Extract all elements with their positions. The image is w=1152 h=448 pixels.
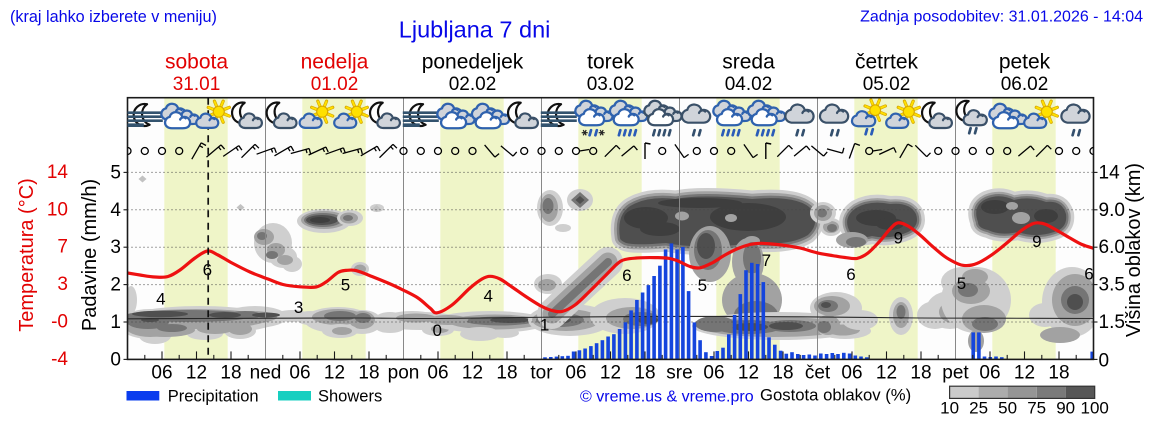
svg-text:-0: -0 — [51, 312, 68, 333]
svg-text:12: 12 — [462, 363, 483, 384]
svg-text:9: 9 — [1032, 232, 1041, 251]
svg-text:12: 12 — [1014, 363, 1035, 384]
svg-text:18: 18 — [496, 363, 517, 384]
svg-text:6: 6 — [622, 266, 631, 285]
svg-text:10: 10 — [47, 199, 68, 220]
svg-text:0: 0 — [432, 321, 441, 340]
svg-text:© vreme.us & vreme.pro: © vreme.us & vreme.pro — [580, 389, 754, 406]
svg-text:75: 75 — [1027, 399, 1046, 418]
svg-text:18: 18 — [772, 363, 793, 384]
svg-text:3: 3 — [57, 274, 68, 295]
svg-text:sreda: sreda — [722, 51, 775, 74]
svg-text:pet: pet — [942, 363, 969, 384]
svg-text:3: 3 — [110, 237, 121, 258]
svg-text:6.0: 6.0 — [1099, 237, 1125, 258]
svg-text:18: 18 — [910, 363, 931, 384]
svg-text:Zadnja posodobitev: 31.01.2026: Zadnja posodobitev: 31.01.2026 - 14:04 — [860, 9, 1143, 26]
svg-text:četrtek: četrtek — [855, 51, 919, 74]
svg-text:14: 14 — [1099, 162, 1121, 183]
svg-text:-4: -4 — [51, 349, 68, 370]
svg-text:06: 06 — [565, 363, 586, 384]
svg-text:5: 5 — [698, 276, 707, 295]
svg-text:12: 12 — [324, 363, 345, 384]
svg-text:06: 06 — [289, 363, 310, 384]
svg-text:1: 1 — [540, 316, 549, 335]
svg-text:01.02: 01.02 — [311, 74, 359, 95]
svg-text:sre: sre — [666, 363, 692, 384]
svg-text:5: 5 — [341, 275, 350, 294]
svg-text:04.02: 04.02 — [725, 74, 773, 95]
svg-text:1: 1 — [110, 312, 121, 333]
svg-text:Višina oblakov (km): Višina oblakov (km) — [1123, 163, 1145, 337]
svg-text:6: 6 — [203, 261, 212, 280]
svg-text:6: 6 — [846, 265, 855, 284]
svg-text:Padavine (mm/h): Padavine (mm/h) — [79, 179, 101, 331]
svg-text:25: 25 — [969, 399, 988, 418]
svg-text:100: 100 — [1081, 399, 1109, 418]
svg-text:5: 5 — [110, 162, 121, 183]
svg-text:nedelja: nedelja — [301, 51, 369, 74]
svg-text:06.02: 06.02 — [1001, 74, 1049, 95]
svg-text:12: 12 — [186, 363, 207, 384]
svg-text:6: 6 — [1084, 265, 1093, 284]
svg-text:03.02: 03.02 — [587, 74, 635, 95]
svg-text:4: 4 — [483, 287, 492, 306]
svg-text:4: 4 — [156, 289, 165, 308]
svg-text:torek: torek — [587, 51, 634, 74]
svg-text:9.0: 9.0 — [1099, 200, 1125, 221]
svg-text:petek: petek — [999, 51, 1051, 74]
svg-text:3.5: 3.5 — [1099, 275, 1125, 296]
svg-text:0: 0 — [110, 349, 121, 370]
svg-text:7: 7 — [762, 251, 771, 270]
svg-text:31.01: 31.01 — [173, 74, 221, 95]
svg-text:18: 18 — [220, 363, 241, 384]
svg-text:14: 14 — [47, 162, 69, 183]
svg-text:18: 18 — [358, 363, 379, 384]
svg-text:(kraj lahko izberete v meniju): (kraj lahko izberete v meniju) — [10, 8, 217, 26]
svg-text:06: 06 — [703, 363, 724, 384]
svg-text:čet: čet — [805, 363, 831, 384]
svg-text:9: 9 — [894, 228, 903, 247]
svg-text:ned: ned — [250, 363, 282, 384]
svg-text:ponedeljek: ponedeljek — [422, 51, 524, 74]
svg-text:12: 12 — [600, 363, 621, 384]
svg-text:06: 06 — [979, 363, 1000, 384]
svg-text:12: 12 — [738, 363, 759, 384]
svg-text:tor: tor — [530, 363, 553, 384]
svg-text:sobota: sobota — [165, 51, 228, 74]
svg-text:18: 18 — [1048, 363, 1069, 384]
svg-text:06: 06 — [841, 363, 862, 384]
svg-text:05.02: 05.02 — [863, 74, 911, 95]
svg-text:Temperatura (°C): Temperatura (°C) — [16, 178, 38, 332]
svg-text:Showers: Showers — [318, 388, 382, 406]
svg-text:1.5: 1.5 — [1099, 312, 1125, 333]
svg-text:06: 06 — [151, 363, 172, 384]
svg-text:06: 06 — [427, 363, 448, 384]
svg-text:7: 7 — [57, 237, 68, 258]
svg-text:Gostota oblakov (%): Gostota oblakov (%) — [760, 386, 911, 405]
svg-text:Ljubljana 7 dni: Ljubljana 7 dni — [399, 17, 551, 43]
svg-text:2: 2 — [110, 275, 121, 296]
svg-text:4: 4 — [110, 200, 121, 221]
svg-text:0: 0 — [1099, 350, 1110, 371]
svg-text:18: 18 — [634, 363, 655, 384]
svg-text:5: 5 — [957, 274, 966, 293]
svg-text:10: 10 — [940, 399, 959, 418]
svg-text:Precipitation: Precipitation — [168, 388, 259, 406]
svg-text:90: 90 — [1056, 399, 1075, 418]
svg-text:12: 12 — [876, 363, 897, 384]
svg-text:3: 3 — [294, 298, 303, 317]
svg-text:02.02: 02.02 — [449, 74, 497, 95]
svg-text:50: 50 — [998, 399, 1017, 418]
svg-text:pon: pon — [388, 363, 420, 384]
